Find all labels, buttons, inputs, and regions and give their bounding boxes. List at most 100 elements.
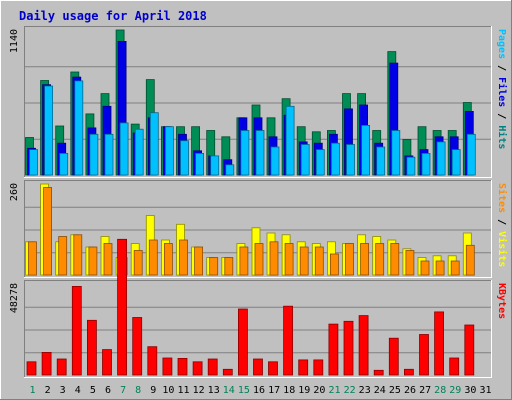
panel-top-ymax-label: 1140 xyxy=(9,29,20,53)
bar-kbytes-day-5 xyxy=(87,319,97,376)
bar-kbytes-day-30 xyxy=(464,324,475,376)
bar-sites-day-22 xyxy=(345,243,354,276)
legend-entry: / xyxy=(496,59,507,77)
bar-pages-day-18 xyxy=(285,105,295,176)
x-tick-label-day-6: 6 xyxy=(105,385,111,396)
bar-sites-day-13 xyxy=(209,257,219,276)
legend-entry: / xyxy=(496,213,507,231)
legend-entry: / xyxy=(496,107,507,125)
bar-pages-day-4 xyxy=(74,80,84,176)
bar-kbytes-day-22 xyxy=(343,320,354,376)
bar-pages-day-22 xyxy=(346,144,355,176)
bar-kbytes-day-18 xyxy=(283,305,294,376)
bar-pages-day-11 xyxy=(180,140,189,176)
bar-kbytes-day-15 xyxy=(237,308,248,376)
bar-pages-day-14 xyxy=(225,164,235,176)
bar-sites-day-14 xyxy=(224,257,234,276)
legend-entry: Visits xyxy=(496,231,508,267)
x-tick-label-day-5: 5 xyxy=(90,385,96,396)
bar-sites-day-26 xyxy=(405,250,415,276)
x-tick-label-day-23: 23 xyxy=(359,385,371,396)
bar-kbytes-day-6 xyxy=(102,349,112,376)
bar-kbytes-day-20 xyxy=(313,359,324,376)
bar-kbytes-day-13 xyxy=(207,358,218,376)
bar-kbytes-day-12 xyxy=(192,361,203,376)
bar-pages-day-7 xyxy=(119,122,129,176)
panel-bot-bars xyxy=(26,238,475,376)
bar-kbytes-day-9 xyxy=(147,346,158,376)
x-tick-label-day-25: 25 xyxy=(389,385,401,396)
x-tick-label-day-28: 28 xyxy=(434,385,446,396)
bar-kbytes-day-24 xyxy=(373,369,384,376)
bar-kbytes-day-2 xyxy=(41,351,52,376)
x-tick-label-day-8: 8 xyxy=(135,385,141,396)
bar-kbytes-day-17 xyxy=(268,361,278,376)
bar-pages-day-24 xyxy=(376,146,386,176)
bar-kbytes-day-14 xyxy=(222,368,233,376)
bar-kbytes-day-19 xyxy=(298,359,309,376)
x-tick-label-day-15: 15 xyxy=(238,385,250,396)
bar-sites-day-11 xyxy=(179,239,188,276)
x-tick-label-day-2: 2 xyxy=(45,385,51,396)
bar-sites-day-10 xyxy=(163,243,173,276)
bar-kbytes-day-11 xyxy=(177,357,188,376)
x-tick-label-day-17: 17 xyxy=(268,385,280,396)
panel-top-bars xyxy=(25,29,476,176)
legend-entry: Sites xyxy=(496,183,508,213)
bar-sites-day-29 xyxy=(450,260,460,276)
panel-mid-bars xyxy=(25,183,475,276)
x-tick-label-day-9: 9 xyxy=(150,385,156,396)
bar-sites-day-9 xyxy=(148,239,158,276)
panel-bot-legend: KBytes xyxy=(496,283,507,319)
x-tick-label-day-12: 12 xyxy=(193,385,205,396)
bar-pages-day-30 xyxy=(466,133,476,176)
bar-sites-day-3 xyxy=(58,236,68,276)
bar-sites-day-15 xyxy=(239,246,249,276)
bar-pages-day-21 xyxy=(330,142,340,176)
bar-pages-day-1 xyxy=(29,149,38,176)
bar-pages-day-9 xyxy=(149,112,159,176)
bar-kbytes-day-4 xyxy=(71,285,82,376)
bar-sites-day-17 xyxy=(269,241,279,276)
bar-pages-day-15 xyxy=(240,130,250,176)
bar-sites-day-19 xyxy=(299,246,309,276)
legend-entry: Pages xyxy=(496,29,507,59)
bar-sites-day-2 xyxy=(43,187,52,276)
bar-pages-day-25 xyxy=(391,130,401,176)
bar-pages-day-26 xyxy=(406,156,416,176)
x-tick-label-day-14: 14 xyxy=(223,385,235,396)
bar-pages-day-27 xyxy=(421,152,431,176)
x-tick-label-day-13: 13 xyxy=(208,385,220,396)
x-tick-label-day-21: 21 xyxy=(328,385,340,396)
bar-sites-day-6 xyxy=(103,243,113,276)
x-tick-label-day-29: 29 xyxy=(449,385,461,396)
bar-kbytes-day-16 xyxy=(253,358,263,376)
legend-entry: KBytes xyxy=(496,283,507,319)
x-tick-label-day-1: 1 xyxy=(29,385,35,396)
x-tick-label-day-30: 30 xyxy=(464,385,476,396)
bar-pages-day-3 xyxy=(59,152,69,176)
bar-kbytes-day-21 xyxy=(328,323,339,376)
bar-pages-day-20 xyxy=(315,149,325,176)
panel-top: 1140 Pages / Files / Hits xyxy=(9,26,508,178)
bar-sites-day-16 xyxy=(254,243,264,276)
x-tick-label-day-7: 7 xyxy=(120,385,126,396)
bar-kbytes-day-28 xyxy=(434,311,445,376)
x-tick-label-day-18: 18 xyxy=(283,385,295,396)
x-tick-label-day-11: 11 xyxy=(177,385,189,396)
bar-pages-day-10 xyxy=(164,126,174,176)
bar-kbytes-day-3 xyxy=(56,358,67,376)
bar-pages-day-12 xyxy=(195,152,205,176)
bar-sites-day-18 xyxy=(284,243,294,276)
x-tick-label-day-27: 27 xyxy=(419,385,431,396)
panel-top-legend: Pages / Files / Hits xyxy=(496,29,508,149)
bar-kbytes-day-23 xyxy=(358,315,369,376)
bar-pages-day-19 xyxy=(300,144,310,176)
bar-pages-day-17 xyxy=(270,146,280,176)
bar-pages-day-13 xyxy=(210,155,220,176)
x-tick-label-day-24: 24 xyxy=(374,385,386,396)
x-tick-label-day-4: 4 xyxy=(75,385,81,396)
x-tick-label-day-31: 31 xyxy=(479,385,491,396)
x-tick-label-day-16: 16 xyxy=(253,385,265,396)
